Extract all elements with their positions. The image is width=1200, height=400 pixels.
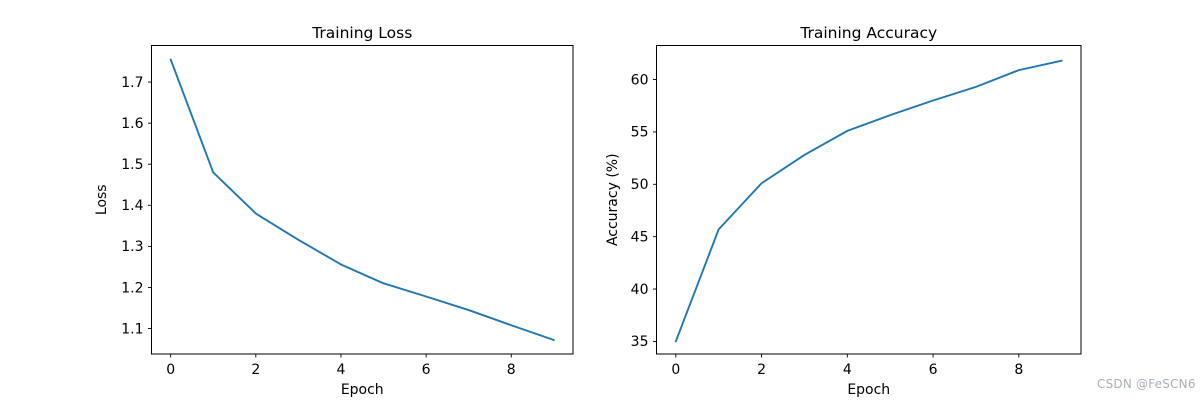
x-tick-label: 4 bbox=[337, 362, 346, 378]
y-axis-label: Loss bbox=[94, 184, 110, 215]
x-tick-label: 8 bbox=[507, 362, 516, 378]
y-axis-label: Accuracy (%) bbox=[605, 153, 621, 246]
y-tick-label: 1.4 bbox=[121, 198, 143, 214]
y-tick-label: 1.3 bbox=[121, 239, 143, 255]
chart-title: Training Loss bbox=[311, 24, 412, 42]
y-tick-label: 45 bbox=[631, 229, 649, 245]
x-tick-label: 6 bbox=[422, 362, 431, 378]
y-tick-label: 35 bbox=[631, 334, 649, 350]
watermark: CSDN @FeSCN6 bbox=[1097, 377, 1196, 391]
y-tick-label: 40 bbox=[631, 282, 649, 298]
x-tick-label: 2 bbox=[251, 362, 260, 378]
y-tick-label: 50 bbox=[631, 177, 649, 193]
x-tick-label: 8 bbox=[1014, 362, 1023, 378]
x-tick-label: 0 bbox=[671, 362, 680, 378]
series-line bbox=[674, 59, 1063, 343]
chart-title: Training Accuracy bbox=[799, 24, 937, 42]
y-tick-label: 1.2 bbox=[121, 280, 143, 296]
series-line bbox=[169, 58, 555, 341]
y-tick-label: 60 bbox=[631, 72, 649, 88]
x-tick-label: 4 bbox=[843, 362, 852, 378]
x-tick-label: 6 bbox=[929, 362, 938, 378]
x-axis-label: Epoch bbox=[847, 382, 890, 398]
x-tick-label: 2 bbox=[757, 362, 766, 378]
x-axis-label: Epoch bbox=[341, 382, 384, 398]
y-tick-label: 1.7 bbox=[121, 75, 143, 91]
y-tick-label: 1.5 bbox=[121, 157, 143, 173]
x-tick-label: 0 bbox=[166, 362, 175, 378]
axes-spines bbox=[151, 45, 574, 355]
y-tick-label: 1.1 bbox=[121, 321, 143, 337]
y-tick-label: 1.6 bbox=[121, 116, 143, 132]
axes-spines bbox=[656, 45, 1082, 355]
y-tick-label: 55 bbox=[631, 125, 649, 141]
